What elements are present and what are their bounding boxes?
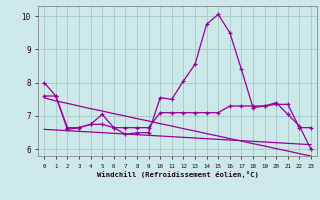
X-axis label: Windchill (Refroidissement éolien,°C): Windchill (Refroidissement éolien,°C) <box>97 171 259 178</box>
